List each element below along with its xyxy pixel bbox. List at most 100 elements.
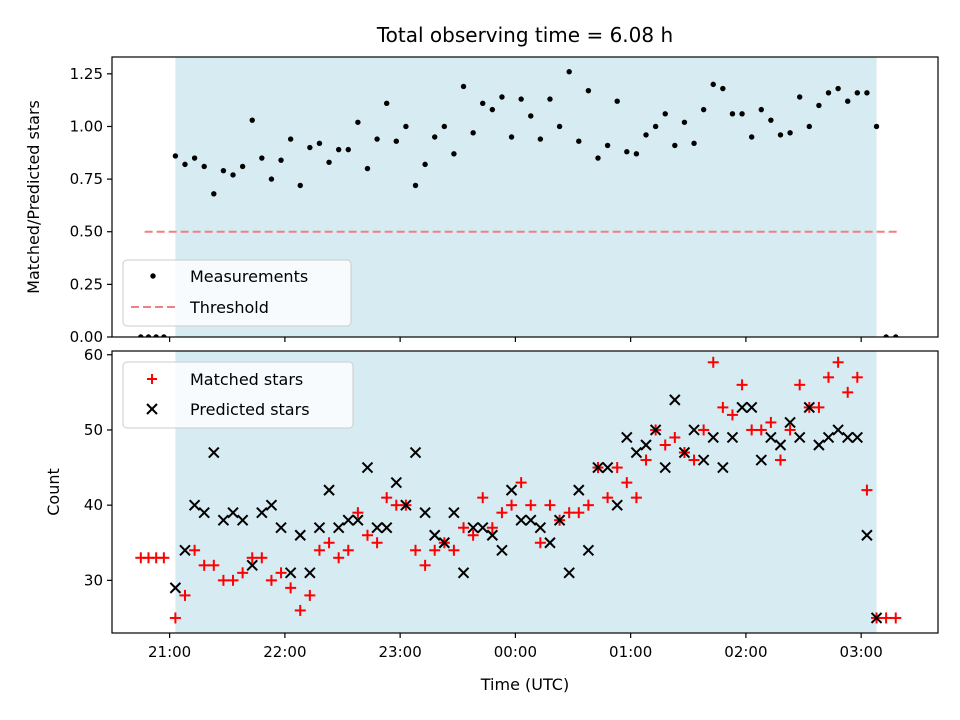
predicted-stars-point bbox=[544, 537, 556, 549]
matched-stars-point bbox=[544, 499, 556, 511]
measurements-point bbox=[652, 123, 659, 130]
matched-stars-point bbox=[823, 371, 835, 383]
predicted-stars-point bbox=[352, 514, 364, 526]
predicted-stars-point bbox=[457, 567, 470, 579]
measurements-point bbox=[278, 157, 284, 163]
matched-stars-point bbox=[832, 356, 844, 368]
predicted-stars-point bbox=[765, 431, 777, 444]
measurements-point bbox=[138, 334, 144, 337]
measurements-point bbox=[662, 111, 668, 117]
y-tick-label: 0.00 bbox=[70, 328, 103, 346]
legend-label-measurements: Measurements bbox=[190, 267, 308, 286]
predicted-stars-point bbox=[361, 461, 374, 474]
matched-stars-point bbox=[265, 574, 277, 586]
matched-stars-point bbox=[698, 424, 710, 436]
measurements-point bbox=[796, 94, 803, 100]
measurements-point bbox=[412, 182, 419, 189]
measurements-point bbox=[710, 81, 716, 88]
measurements-point bbox=[201, 163, 207, 170]
top-x-ticks bbox=[169, 337, 862, 342]
predicted-stars-point bbox=[592, 461, 604, 474]
measurements-point bbox=[345, 146, 351, 153]
measurements-point bbox=[239, 163, 246, 170]
measurements-point bbox=[528, 113, 534, 119]
measurements-point bbox=[211, 191, 217, 197]
matched-stars-point bbox=[189, 544, 201, 556]
predicted-stars-point bbox=[611, 499, 623, 511]
measurements-point bbox=[383, 100, 390, 107]
predicted-stars-point bbox=[688, 424, 700, 436]
matched-stars-point bbox=[880, 612, 892, 624]
measurements-point bbox=[681, 119, 688, 125]
matched-stars-point bbox=[794, 379, 806, 391]
predicted-stars-point bbox=[188, 499, 201, 511]
bottom-legend: Matched stars Predicted stars bbox=[122, 361, 354, 429]
matched-stars-point bbox=[659, 439, 671, 451]
predicted-stars-point bbox=[832, 424, 844, 436]
matched-stars-point bbox=[640, 454, 652, 466]
matched-stars-point bbox=[890, 612, 902, 624]
predicted-stars-point bbox=[342, 514, 354, 526]
predicted-stars-point bbox=[438, 537, 451, 549]
y-tick-label: 1.25 bbox=[70, 65, 103, 83]
predicted-stars-point bbox=[774, 439, 787, 451]
measurements-point bbox=[547, 96, 553, 102]
legend-label-predicted: Predicted stars bbox=[190, 400, 310, 419]
measurements-point bbox=[825, 90, 832, 96]
matched-stars-point bbox=[294, 604, 306, 616]
bottom-panel: 30 40 50 60 21:00 22:00 23:00 00:00 01:00 02:00 0… bbox=[44, 346, 939, 694]
measurements-point bbox=[816, 102, 822, 109]
measurements-point bbox=[172, 153, 179, 159]
measurements-point bbox=[768, 117, 774, 123]
predicted-stars-point bbox=[198, 506, 210, 519]
matched-stars-point bbox=[813, 401, 825, 413]
matched-stars-point bbox=[515, 477, 527, 489]
top-axes-frame bbox=[111, 56, 939, 338]
matched-stars-point bbox=[381, 492, 393, 504]
bottom-y-axis-label: Count bbox=[44, 468, 63, 516]
predicted-stars-point bbox=[851, 431, 864, 444]
measurements-point bbox=[691, 140, 697, 147]
legend-marker-measurements bbox=[150, 273, 156, 279]
matched-stars-point bbox=[525, 499, 537, 511]
bottom-x-axis: 21:00 22:00 23:00 00:00 01:00 02:00 03:00 bbox=[148, 633, 883, 661]
measurements-point bbox=[864, 90, 870, 96]
measurements-point bbox=[307, 144, 313, 151]
predicted-stars-point bbox=[208, 446, 220, 459]
measurements-point bbox=[470, 130, 476, 136]
measurements-point bbox=[432, 134, 438, 140]
legend-marker-predicted bbox=[146, 403, 158, 415]
matched-stars-point bbox=[333, 552, 345, 564]
x-axis-label: Time (UTC) bbox=[480, 675, 569, 694]
top-legend-box bbox=[122, 259, 352, 327]
measurements-point bbox=[220, 167, 227, 174]
measurements-point bbox=[403, 123, 409, 130]
predicted-stars-point bbox=[477, 522, 489, 534]
x-tick-label: 22:00 bbox=[263, 643, 306, 661]
matched-stars-point bbox=[285, 582, 297, 594]
predicted-stars-point bbox=[284, 567, 297, 579]
measurements-point bbox=[729, 111, 736, 117]
legend-label-threshold: Threshold bbox=[189, 298, 269, 317]
matched-stars-point bbox=[726, 409, 738, 421]
matched-stars-point bbox=[419, 559, 431, 571]
matched-stars-point bbox=[774, 454, 786, 466]
y-tick-label: 0.75 bbox=[70, 170, 103, 188]
measurements-point bbox=[556, 123, 563, 130]
measurements-point bbox=[230, 172, 236, 178]
predicted-stars-point bbox=[265, 499, 278, 511]
y-tick-label: 40 bbox=[84, 496, 103, 514]
matched-stars-point bbox=[496, 507, 508, 519]
top-legend: Measurements Threshold bbox=[122, 259, 352, 327]
predicted-stars-point bbox=[726, 431, 739, 444]
predicted-stars-point bbox=[217, 514, 230, 526]
predicted-stars-point bbox=[304, 567, 316, 579]
matched-stars-point bbox=[582, 499, 594, 511]
predicted-stars-point bbox=[784, 416, 796, 429]
predicted-stars-point bbox=[534, 522, 547, 534]
matched-stars-point bbox=[563, 507, 575, 519]
matched-stars-point bbox=[429, 544, 441, 556]
bottom-axes-frame bbox=[111, 350, 939, 634]
predicted-stars-point bbox=[332, 522, 345, 534]
measurements-point bbox=[672, 142, 678, 149]
